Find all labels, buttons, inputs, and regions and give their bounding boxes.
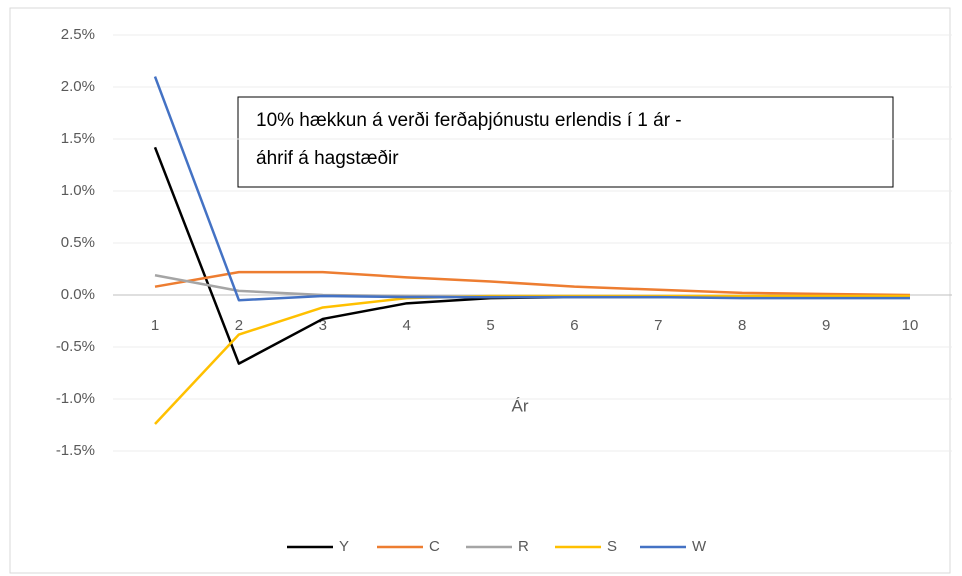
- x-tick-label: 6: [570, 317, 578, 334]
- legend-label: W: [692, 538, 707, 555]
- x-tick-label: 1: [151, 317, 159, 334]
- annotation-line: áhrif á hagstæðir: [256, 148, 399, 169]
- x-axis-title: Ár: [512, 396, 529, 415]
- series-line: [154, 270, 911, 297]
- series-line: [153, 76, 910, 302]
- annotation-line: 10% hækkun á verði ferðaþjónustu erlendi…: [256, 110, 682, 131]
- x-tick-label: 5: [486, 317, 494, 334]
- y-tick-label: 1.5%: [61, 130, 95, 147]
- x-tick-label: 3: [319, 317, 327, 334]
- x-tick-label: 8: [738, 317, 746, 334]
- x-tick-label: 9: [822, 317, 830, 334]
- y-tick-label: 2.0%: [61, 78, 95, 95]
- y-tick-label: 0.5%: [61, 234, 95, 251]
- annotation-box: [237, 96, 894, 188]
- x-tick-label: 4: [402, 317, 410, 334]
- y-tick-label: 2.5%: [61, 26, 95, 43]
- x-tick-label: 10: [902, 317, 919, 334]
- y-tick-label: 0.0%: [61, 286, 95, 303]
- legend-label: S: [607, 538, 617, 555]
- y-tick-label: -0.5%: [56, 338, 95, 355]
- y-tick-label: 1.0%: [61, 182, 95, 199]
- grid: [113, 34, 952, 452]
- legend-label: R: [518, 538, 529, 555]
- chart-frame: [9, 7, 951, 574]
- x-tick-label: 2: [235, 317, 243, 334]
- x-tick-label: 7: [654, 317, 662, 334]
- y-tick-label: -1.0%: [56, 390, 95, 407]
- legend-label: Y: [339, 538, 349, 555]
- y-tick-label: -1.5%: [56, 442, 95, 459]
- legend-label: C: [429, 538, 440, 555]
